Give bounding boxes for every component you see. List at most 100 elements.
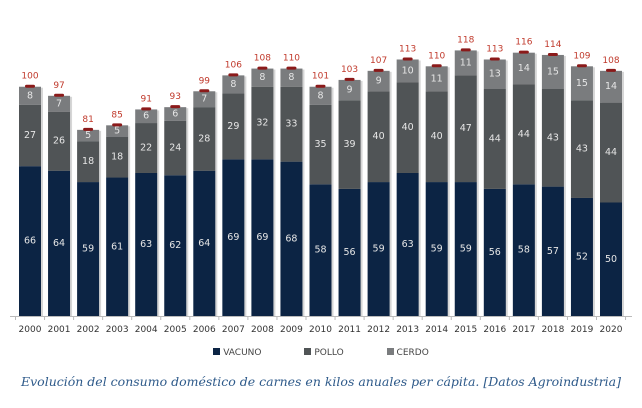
total-marker-2009 (286, 66, 297, 70)
value-label-vacuno-2005: 62 (169, 240, 181, 251)
value-label-vacuno-2001: 64 (53, 238, 65, 249)
value-label-cerdo-2000: 8 (27, 90, 33, 101)
total-label-2006: 99 (199, 76, 211, 86)
total-label-2012: 107 (370, 56, 387, 66)
x-tick-label-2001: 2001 (48, 325, 71, 335)
bar-group-2011: 56 39 9 103 (338, 65, 363, 316)
value-label-vacuno-2017: 58 (518, 245, 530, 256)
total-marker-2001 (54, 93, 65, 97)
x-tick-label-2018: 2018 (541, 325, 564, 335)
bar-pollo-2018 (541, 89, 564, 187)
x-tick-label-2013: 2013 (396, 325, 419, 335)
bar-vacuno-2016 (483, 188, 506, 316)
value-label-pollo-2016: 44 (489, 133, 501, 144)
legend-swatch-vacuno (213, 348, 221, 355)
total-label-2014: 110 (428, 51, 445, 61)
bar-cerdo-2003 (106, 125, 129, 137)
bar-vacuno-2018 (541, 186, 564, 316)
value-label-pollo-2013: 40 (402, 122, 414, 133)
bar-cerdo-2008 (251, 68, 274, 87)
bar-vacuno-2004 (135, 172, 158, 316)
value-label-cerdo-2016: 13 (489, 69, 501, 80)
value-label-vacuno-2012: 59 (373, 244, 385, 255)
bar-group-2000: 66 27 8 100 (19, 72, 43, 316)
total-marker-2010 (315, 84, 326, 88)
value-label-cerdo-2009: 8 (288, 72, 294, 83)
legend-item-cerdo: CERDO (386, 348, 429, 358)
legend-swatch-pollo (304, 348, 312, 355)
legend-label-vacuno: VACUNO (223, 348, 262, 358)
bar-pollo-2007 (222, 93, 245, 160)
bar-group-2008: 69 32 8 108 (251, 54, 276, 316)
bar-pollo-2000 (19, 104, 41, 167)
total-label-2016: 113 (486, 44, 503, 54)
total-marker-2002 (83, 127, 94, 131)
value-label-cerdo-2007: 8 (230, 79, 236, 90)
value-label-cerdo-2004: 6 (143, 111, 149, 122)
x-tick-label-2004: 2004 (135, 325, 158, 335)
bar-group-2001: 64 26 7 97 (48, 81, 73, 316)
x-tick-label-2016: 2016 (483, 325, 506, 335)
bar-cerdo-2001 (48, 95, 71, 112)
value-label-pollo-2001: 26 (53, 136, 65, 147)
bar-vacuno-2020 (600, 202, 622, 316)
bar-pollo-2008 (251, 86, 274, 160)
total-label-2011: 103 (341, 65, 358, 75)
bar-cerdo-2019 (570, 66, 593, 101)
x-tick-label-2002: 2002 (77, 325, 100, 335)
bar-pollo-2012 (367, 91, 390, 183)
value-label-vacuno-2016: 56 (489, 247, 501, 258)
total-label-2010: 101 (312, 72, 329, 82)
value-label-pollo-2007: 29 (227, 121, 239, 132)
total-marker-2018 (547, 52, 558, 56)
value-label-vacuno-2015: 59 (460, 244, 472, 255)
total-marker-2012 (373, 68, 384, 72)
bar-pollo-2002 (77, 141, 100, 183)
value-label-pollo-2017: 44 (518, 129, 530, 140)
bar-cerdo-2005 (164, 107, 187, 121)
total-label-2003: 85 (111, 110, 122, 120)
value-label-pollo-2019: 43 (576, 144, 588, 155)
bar-group-2015: 59 47 11 118 (454, 35, 479, 316)
bar-pollo-2009 (280, 86, 303, 162)
x-tick-label-2009: 2009 (280, 325, 303, 335)
value-label-vacuno-2003: 61 (111, 241, 123, 252)
total-label-2020: 108 (602, 56, 619, 66)
bar-pollo-2016 (483, 89, 506, 189)
bar-group-2020: 50 44 14 108 (600, 56, 624, 316)
bar-vacuno-2013 (396, 172, 419, 316)
total-marker-2004 (141, 107, 152, 111)
value-label-vacuno-2013: 63 (402, 239, 414, 250)
bar-cerdo-2011 (338, 79, 361, 101)
bar-vacuno-2014 (425, 182, 448, 316)
x-tick-label-2005: 2005 (164, 325, 187, 335)
x-tick-label-2010: 2010 (309, 325, 332, 335)
total-label-2009: 110 (283, 54, 300, 64)
value-label-pollo-2012: 40 (373, 131, 385, 142)
value-label-vacuno-2002: 59 (82, 244, 94, 255)
bar-vacuno-2002 (77, 182, 100, 316)
bar-pollo-2014 (425, 91, 448, 183)
value-label-cerdo-2002: 5 (85, 130, 91, 141)
bar-group-2012: 59 40 9 107 (367, 56, 392, 316)
legend-label-pollo: POLLO (314, 348, 344, 358)
total-label-2005: 93 (170, 92, 181, 102)
bar-vacuno-2010 (309, 184, 332, 316)
bar-group-2018: 57 43 15 114 (541, 40, 566, 316)
bar-cerdo-2006 (193, 91, 216, 108)
total-marker-2019 (576, 64, 587, 68)
x-tick-label-2019: 2019 (570, 325, 593, 335)
value-label-cerdo-2001: 7 (56, 98, 62, 109)
value-label-vacuno-2000: 66 (24, 236, 36, 247)
total-marker-2013 (402, 57, 413, 61)
x-tick-label-2012: 2012 (367, 325, 390, 335)
bar-pollo-2013 (396, 82, 419, 173)
total-marker-2014 (431, 64, 442, 68)
bar-pollo-2010 (309, 104, 332, 185)
bar-pollo-2015 (454, 75, 477, 183)
bar-pollo-2004 (135, 123, 158, 173)
bar-pollo-2001 (48, 111, 71, 171)
x-tick-label-2017: 2017 (512, 325, 535, 335)
bar-vacuno-2000 (19, 166, 41, 316)
